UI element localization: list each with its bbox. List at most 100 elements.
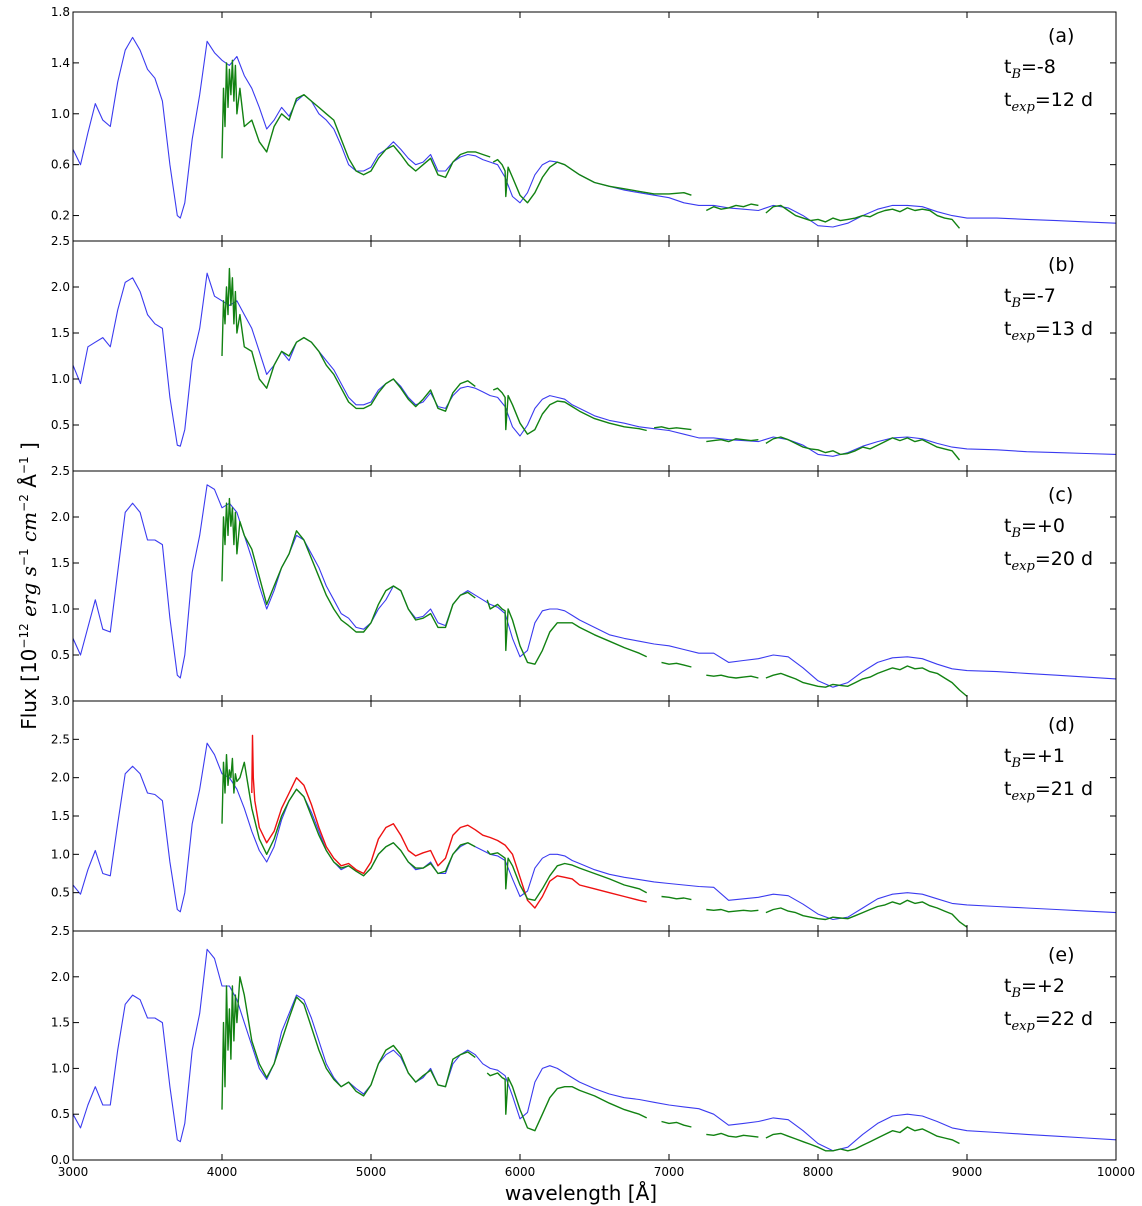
- texp-value: =22 d: [1035, 1008, 1093, 1030]
- series-line-observed: [765, 436, 961, 461]
- series-line-observed: [765, 665, 968, 697]
- texp-value: =20 d: [1035, 548, 1093, 570]
- texp-t: t: [1004, 89, 1011, 111]
- panel-letter: (d): [1048, 714, 1075, 736]
- series-line-observed: [486, 599, 648, 665]
- x-tick-label: 9000: [952, 1165, 983, 1179]
- series-line-model: [73, 484, 1116, 688]
- series-line-observed: [221, 497, 476, 633]
- series-line-model: [73, 948, 1116, 1152]
- tb-subscript: B: [1010, 756, 1021, 771]
- panel-letter: (b): [1048, 254, 1075, 276]
- texp-subscript: exp: [1011, 329, 1035, 344]
- x-axis: 3000 4000 5000 6000 7000 8000 9000 10000: [58, 1165, 1135, 1179]
- y-axis-title: Flux [10−12 erg s−1 cm−2 Å−1 ]: [17, 442, 41, 730]
- tb-value: =-8: [1021, 56, 1056, 78]
- panel-letter: (c): [1048, 484, 1073, 506]
- panel-texp-label: texp=21 d: [1004, 778, 1093, 804]
- y-tick-label: 2.0: [51, 280, 70, 294]
- x-tick-label: 6000: [505, 1165, 536, 1179]
- series-line-observed: [765, 899, 968, 928]
- panel-texp-label: texp=13 d: [1004, 318, 1093, 344]
- series-line-observed: [221, 754, 476, 877]
- series-line-observed: [654, 426, 692, 431]
- y-tick-label: 1.5: [51, 326, 70, 340]
- x-tick-label: 7000: [654, 1165, 685, 1179]
- texp-subscript: exp: [1011, 789, 1035, 804]
- y-tick-label: 2.5: [51, 234, 70, 248]
- y-axis-title-prefix: Flux [10: [17, 649, 41, 730]
- y-axis-title-exp2: −1: [17, 548, 31, 566]
- panel-texp-label: texp=22 d: [1004, 1008, 1093, 1034]
- panel-letter: (a): [1048, 25, 1074, 47]
- x-tick-label: 10000: [1097, 1165, 1135, 1179]
- series-line-observed: [221, 976, 476, 1110]
- tb-value: =+1: [1021, 745, 1065, 767]
- panel-tb-label: tB=+1: [1004, 745, 1065, 771]
- y-tick-label: 2.0: [51, 510, 70, 524]
- tb-subscript: B: [1010, 986, 1021, 1001]
- panel-tb-label: tB=-8: [1004, 56, 1056, 82]
- panel-series-group: [73, 734, 1116, 928]
- texp-subscript: exp: [1011, 559, 1035, 574]
- y-tick-label: 0.5: [51, 886, 70, 900]
- texp-value: =13 d: [1035, 318, 1093, 340]
- texp-t: t: [1004, 1008, 1011, 1030]
- x-tick-label: 5000: [356, 1165, 387, 1179]
- y-tick-label: 2.5: [51, 924, 70, 938]
- texp-t: t: [1004, 318, 1011, 340]
- y-axis-title-exp: −12: [17, 623, 31, 648]
- panel-tb-label: tB=+2: [1004, 975, 1065, 1001]
- y-tick-label: 1.5: [51, 556, 70, 570]
- series-line-observed: [765, 204, 961, 229]
- x-tick-label: 8000: [803, 1165, 834, 1179]
- y-tick-label: 1.5: [51, 1016, 70, 1030]
- y-axis-title-mid1: erg s: [17, 566, 41, 623]
- tb-t: t: [1004, 56, 1011, 78]
- y-axis-title-suffix: ]: [17, 442, 41, 456]
- series-line-observed_alt: [251, 734, 647, 909]
- series-line-model: [73, 272, 1116, 457]
- y-axis-title-exp3: −2: [17, 494, 31, 512]
- texp-subscript: exp: [1011, 100, 1035, 115]
- panel-texp-label: texp=20 d: [1004, 548, 1093, 574]
- texp-t: t: [1004, 778, 1011, 800]
- y-tick-label: 2.0: [51, 771, 70, 785]
- panel-tb-label: tB=+0: [1004, 515, 1065, 541]
- texp-value: =12 d: [1035, 89, 1093, 111]
- panel-frame: [72, 700, 1117, 932]
- series-line-observed: [492, 158, 692, 204]
- panel-series-group: [73, 484, 1116, 697]
- tb-subscript: B: [1010, 526, 1021, 541]
- y-tick-label: 2.0: [51, 970, 70, 984]
- y-tick-label: 1.0: [51, 847, 70, 861]
- series-line-observed: [486, 850, 648, 901]
- panel-texp-label: texp=12 d: [1004, 89, 1093, 115]
- x-tick-label: 3000: [58, 1165, 89, 1179]
- y-tick-label: 1.4: [51, 56, 70, 70]
- tb-value: =+0: [1021, 515, 1065, 537]
- series-line-observed: [706, 908, 759, 913]
- y-tick-label: 1.0: [51, 602, 70, 616]
- y-tick-label: 1.0: [51, 107, 70, 121]
- y-tick-label: 0.6: [51, 158, 70, 172]
- series-line-observed: [706, 438, 759, 443]
- panel-frame: [72, 11, 1117, 242]
- series-line-observed: [486, 1072, 648, 1132]
- tb-value: =+2: [1021, 975, 1065, 997]
- y-tick-label: 2.5: [51, 732, 70, 746]
- panel-letter: (e): [1048, 944, 1075, 966]
- tb-t: t: [1004, 285, 1011, 307]
- texp-value: =21 d: [1035, 778, 1093, 800]
- tb-subscript: B: [1010, 67, 1021, 82]
- y-tick-label: 1.0: [51, 1061, 70, 1075]
- tb-t: t: [1004, 975, 1011, 997]
- y-tick-label: 3.0: [51, 694, 70, 708]
- series-line-observed: [661, 661, 692, 668]
- series-line-observed: [706, 1132, 759, 1138]
- x-tick-label: 4000: [207, 1165, 238, 1179]
- y-axis-title-exp4: −1: [17, 456, 31, 474]
